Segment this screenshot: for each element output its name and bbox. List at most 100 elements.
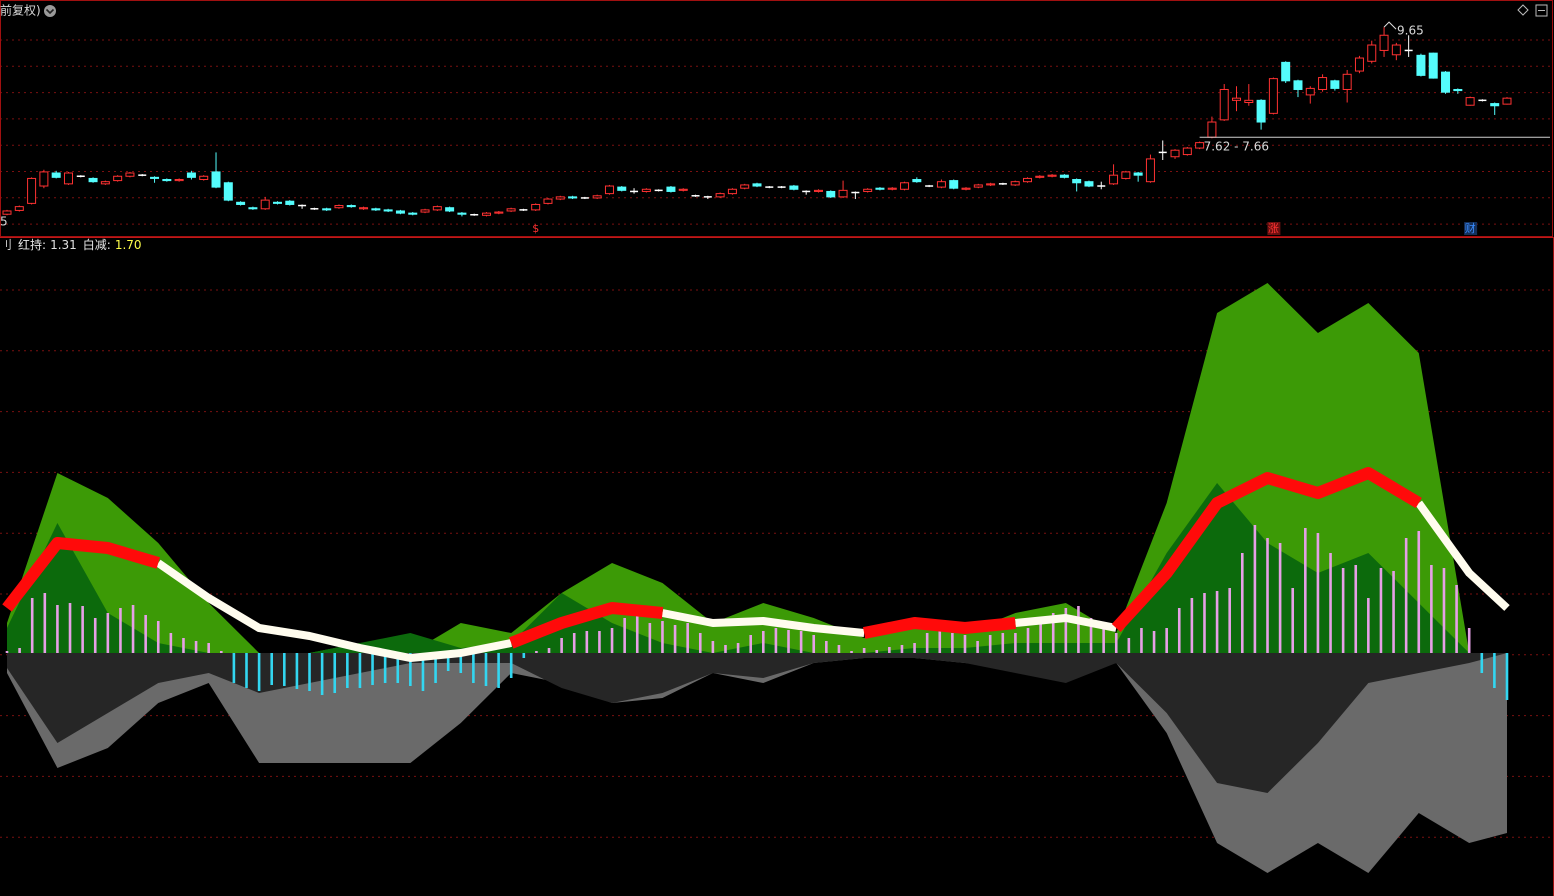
candle-body — [1391, 44, 1401, 56]
histogram-bar — [648, 623, 652, 653]
histogram-bar — [106, 613, 110, 653]
histogram-bar — [1354, 565, 1358, 653]
histogram-bar — [81, 606, 84, 653]
histogram-bar — [850, 651, 853, 653]
indicator-area — [7, 653, 1507, 793]
candle-body — [260, 199, 270, 210]
price-chart: 9.65 7.62 - 7.66 $ 涨 财 — [2, 21, 1550, 235]
high-label: 9.65 — [1397, 24, 1424, 38]
candle-body — [1133, 172, 1143, 176]
histogram-bar — [698, 633, 702, 653]
candle-body — [113, 175, 123, 182]
candle-body — [285, 200, 295, 205]
histogram-bar — [724, 645, 727, 653]
histogram-bar — [68, 603, 72, 653]
candle-body — [1416, 54, 1426, 76]
histogram-bar — [623, 618, 626, 653]
candle-body — [1318, 77, 1328, 90]
histogram-bar — [1001, 633, 1005, 653]
histogram-bar — [976, 641, 979, 653]
histogram-bar — [396, 653, 400, 683]
histogram-bar — [1140, 628, 1143, 653]
candle-body — [617, 186, 627, 191]
dropdown-icon[interactable] — [44, 5, 56, 17]
histogram-bar — [1278, 543, 1282, 653]
histogram-bar — [1291, 588, 1295, 653]
histogram-bar — [837, 645, 841, 653]
histogram-bar — [219, 651, 223, 653]
candle-body — [1170, 149, 1180, 158]
histogram-bar — [963, 635, 967, 653]
candle-body — [125, 172, 135, 177]
candle-body — [150, 176, 160, 179]
histogram-bar — [383, 653, 387, 683]
candle-body — [100, 181, 110, 185]
candle-body — [1281, 61, 1291, 82]
histogram-bar — [711, 641, 715, 653]
histogram-bar — [1505, 653, 1509, 700]
candle-body — [789, 185, 799, 190]
histogram-bar — [1392, 571, 1395, 653]
histogram-bar — [1266, 538, 1269, 653]
candle-body — [506, 208, 516, 212]
candle-body — [1379, 34, 1389, 51]
price-panel-frame — [0, 0, 1553, 237]
candle-body — [678, 188, 688, 191]
candle-body — [1072, 179, 1082, 184]
candle-body — [740, 184, 750, 189]
candle-body — [1490, 103, 1500, 107]
histogram-bar — [1089, 618, 1093, 653]
candle-body — [1465, 97, 1475, 106]
candle-body — [838, 189, 848, 198]
histogram-bar — [635, 615, 639, 653]
diamond-icon[interactable] — [1517, 4, 1529, 16]
histogram-bar — [1304, 528, 1307, 653]
histogram-bar — [1253, 525, 1257, 653]
candle-body — [543, 198, 553, 204]
histogram-bar — [320, 653, 324, 695]
candle-body — [949, 180, 959, 189]
histogram-bar — [862, 648, 866, 653]
candle-body — [236, 201, 246, 205]
legend-name: 白减: — [83, 237, 111, 252]
candle-body — [1219, 88, 1229, 121]
candle-body — [322, 208, 332, 211]
histogram-bar — [1467, 628, 1471, 653]
event-marker: $ — [532, 222, 539, 235]
histogram-bar — [913, 643, 916, 653]
histogram-bar — [1442, 568, 1446, 653]
legend-value: 1.31 — [50, 238, 77, 252]
candle-body — [727, 188, 737, 195]
collapse-icon[interactable] — [1535, 4, 1548, 17]
histogram-bar — [43, 593, 47, 653]
event-marker: 财 — [1465, 221, 1476, 235]
indicator-line — [2, 467, 1422, 649]
histogram-bar — [1455, 585, 1458, 653]
histogram-bar — [951, 633, 954, 653]
candle-body — [1195, 142, 1205, 149]
candle-body — [199, 175, 209, 181]
candle-body — [936, 181, 946, 188]
histogram-bar — [522, 653, 526, 658]
candle-body — [887, 187, 897, 190]
candle-body — [666, 186, 676, 192]
candle-body — [961, 187, 971, 190]
histogram-bar — [535, 651, 538, 653]
candle-body — [1293, 80, 1303, 90]
candle-body — [395, 210, 405, 214]
candle-body — [1502, 97, 1512, 105]
histogram-bar — [333, 653, 337, 693]
indicator-legend: 刂红持: 1.31 白减: 1.70 — [0, 237, 142, 252]
candle-body — [1022, 177, 1032, 183]
histogram-bar — [825, 641, 828, 653]
candle-body — [272, 201, 282, 204]
histogram-bar — [1240, 553, 1244, 653]
histogram-bar — [371, 653, 374, 685]
candle-body — [973, 184, 983, 188]
histogram-bar — [182, 638, 185, 653]
candle-body — [211, 171, 221, 188]
candle-body — [174, 179, 184, 182]
candle-body — [457, 212, 467, 215]
histogram-bar — [774, 628, 778, 653]
candle-body — [1182, 147, 1192, 156]
